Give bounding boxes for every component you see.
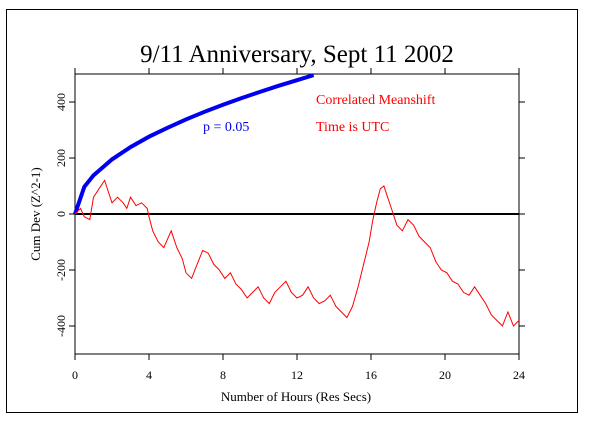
y-tick-label: 400 [54, 93, 68, 111]
y-tick-label: -400 [54, 315, 68, 337]
chart-frame [6, 9, 578, 413]
x-tick-label: 0 [72, 368, 78, 382]
x-tick-label: 8 [220, 368, 226, 382]
y-tick-label: 200 [54, 149, 68, 167]
time-note-annotation: Time is UTC [316, 120, 389, 135]
y-axis-label: Cum Dev (Z^2-1) [28, 167, 43, 260]
x-tick-label: 24 [513, 368, 525, 382]
x-axis-label: Number of Hours (Res Secs) [221, 389, 371, 404]
y-tick-label: 0 [54, 211, 68, 217]
x-tick-label: 20 [439, 368, 451, 382]
series-line-envelope [73, 73, 315, 215]
y-axis: -400 -200 0 200 400 [54, 93, 525, 337]
meanshift-annotation: Correlated Meanshift [316, 93, 435, 108]
x-tick-label: 16 [365, 368, 377, 382]
y-tick-label: -200 [54, 259, 68, 281]
x-axis: 0 4 8 12 16 20 24 [72, 68, 525, 382]
p-value-annotation: p = 0.05 [203, 120, 249, 135]
x-tick-label: 12 [291, 368, 303, 382]
series-line-data [74, 179, 520, 327]
chart-title: 9/11 Anniversary, Sept 11 2002 [140, 41, 454, 68]
x-tick-label: 4 [146, 368, 152, 382]
